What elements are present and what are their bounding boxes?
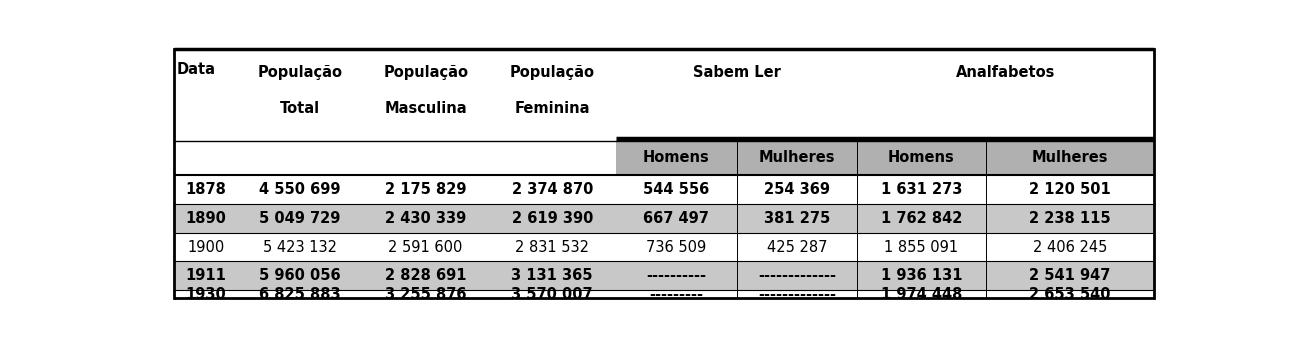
Text: -------------: ------------- [758,287,836,302]
Text: 1 974 448: 1 974 448 [881,287,962,302]
Text: 2 374 870: 2 374 870 [512,182,592,197]
Text: 2 175 829: 2 175 829 [385,182,467,197]
Text: População: População [258,64,342,79]
Text: 2 831 532: 2 831 532 [516,239,590,254]
Text: Sabem Ler: Sabem Ler [692,64,780,79]
Text: ---------: --------- [649,287,704,302]
Bar [174,262,1155,291]
Text: Mulheres: Mulheres [1032,150,1108,165]
Text: Total: Total [280,101,320,116]
Text: Feminina: Feminina [515,101,590,116]
Text: 2 619 390: 2 619 390 [512,211,592,226]
Text: 1911: 1911 [185,268,226,283]
Text: 2 430 339: 2 430 339 [385,211,467,226]
Text: 667 497: 667 497 [643,211,709,226]
Text: 1930: 1930 [185,287,226,302]
Text: 254 369: 254 369 [763,182,829,197]
Text: Homens: Homens [888,150,955,165]
Text: 5 049 729: 5 049 729 [259,211,341,226]
Text: 2 541 947: 2 541 947 [1029,268,1111,283]
Text: 1 936 131: 1 936 131 [880,268,962,283]
Text: 425 287: 425 287 [766,239,827,254]
Text: 736 509: 736 509 [647,239,706,254]
Text: 6 825 883: 6 825 883 [259,287,341,302]
Text: ----------: ---------- [647,268,706,283]
Text: Analfabetos: Analfabetos [956,64,1055,79]
Text: Mulheres: Mulheres [758,150,835,165]
Text: 1 855 091: 1 855 091 [884,239,958,254]
Text: 3 131 365: 3 131 365 [512,268,594,283]
Bar [616,141,1155,175]
Text: 1890: 1890 [185,211,226,226]
Text: 2 653 540: 2 653 540 [1029,287,1111,302]
Text: 5 423 132: 5 423 132 [263,239,337,254]
Text: População: População [384,64,468,79]
Text: 4 550 699: 4 550 699 [259,182,341,197]
Text: 381 275: 381 275 [763,211,829,226]
Text: 544 556: 544 556 [643,182,709,197]
Text: Masculina: Masculina [385,101,467,116]
Text: 1900: 1900 [187,239,224,254]
Bar [174,204,1155,233]
Text: 3 255 876: 3 255 876 [385,287,467,302]
Text: 2 828 691: 2 828 691 [385,268,467,283]
Text: Data: Data [178,62,216,77]
Text: 2 591 600: 2 591 600 [389,239,463,254]
Text: 2 120 501: 2 120 501 [1029,182,1111,197]
Text: População: População [509,64,595,79]
Text: 5 960 056: 5 960 056 [259,268,341,283]
Text: 1 762 842: 1 762 842 [881,211,962,226]
Text: 1 631 273: 1 631 273 [881,182,962,197]
Text: 2 238 115: 2 238 115 [1029,211,1111,226]
Text: 2 406 245: 2 406 245 [1033,239,1107,254]
Text: Homens: Homens [643,150,710,165]
Text: -------------: ------------- [758,268,836,283]
Text: 3 570 007: 3 570 007 [512,287,594,302]
Text: 1878: 1878 [185,182,226,197]
